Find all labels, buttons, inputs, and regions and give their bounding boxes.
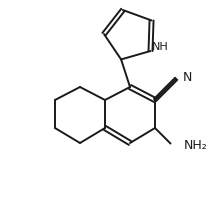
Text: NH₂: NH₂ <box>183 139 207 152</box>
Text: NH: NH <box>152 42 169 52</box>
Text: N: N <box>183 71 192 84</box>
